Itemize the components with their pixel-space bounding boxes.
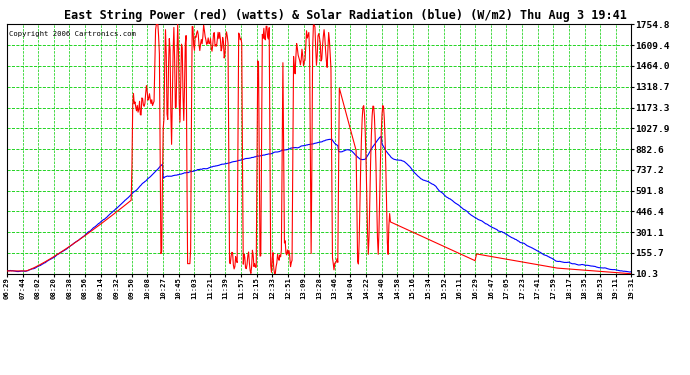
Text: East String Power (red) (watts) & Solar Radiation (blue) (W/m2) Thu Aug 3 19:41: East String Power (red) (watts) & Solar … [63,9,627,22]
Text: Copyright 2006 Cartronics.com: Copyright 2006 Cartronics.com [9,31,136,37]
